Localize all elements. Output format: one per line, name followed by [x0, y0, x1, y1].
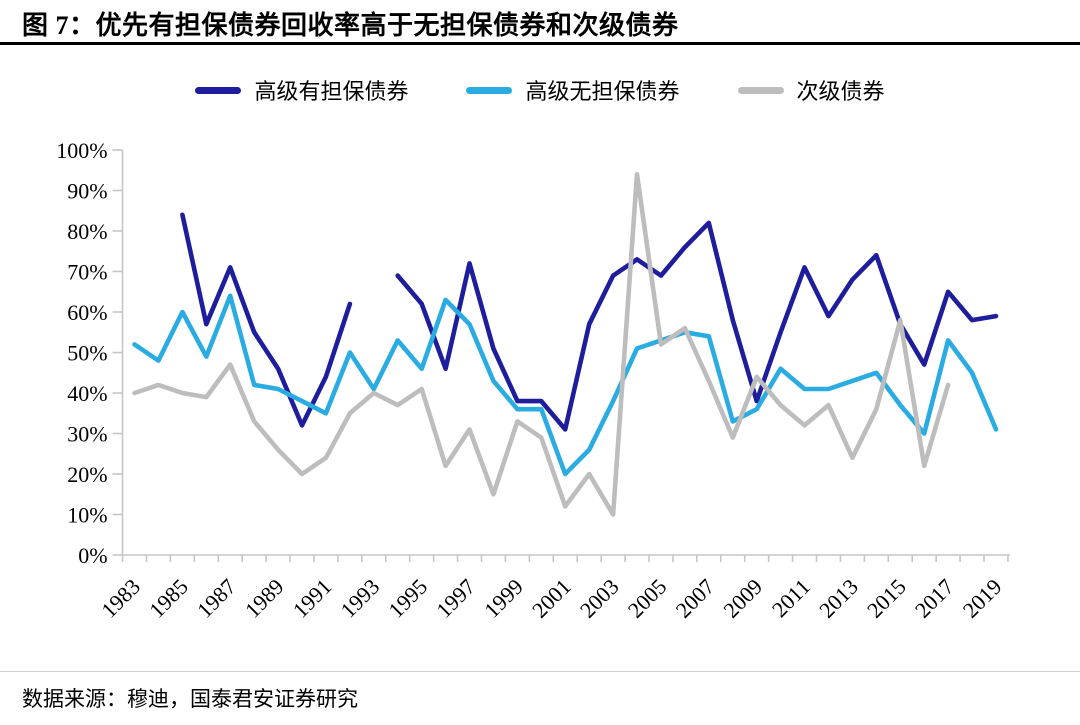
x-axis-tick-label: 2003 — [575, 574, 624, 623]
x-axis-tick-label: 2011 — [767, 574, 815, 622]
x-axis-tick-label: 2007 — [671, 574, 720, 623]
x-axis-tick-label: 2015 — [862, 574, 911, 623]
x-axis-tick-label: 1987 — [192, 574, 241, 623]
x-axis-tick-label: 2019 — [958, 574, 1007, 623]
series-line-2 — [132, 172, 951, 517]
x-axis-tick-label: 2001 — [527, 574, 576, 623]
y-axis-tick-label: 40% — [67, 381, 107, 406]
x-axis-tick-label: 2009 — [718, 574, 767, 623]
legend-swatch-icon — [737, 86, 784, 94]
line-chart: 0%10%20%30%40%50%60%70%80%90%100%1983 198… — [56, 138, 1010, 623]
legend-swatch-icon — [466, 86, 513, 94]
x-axis-tick-label: 1997 — [431, 574, 480, 623]
legend-label: 次级债券 — [796, 79, 885, 104]
x-axis-tick-label: 2017 — [910, 574, 959, 623]
y-axis-tick-label: 70% — [67, 260, 107, 285]
y-axis-tick-label: 100% — [56, 138, 107, 163]
x-axis-tick-label: 2005 — [623, 574, 672, 623]
y-axis-tick-label: 20% — [67, 462, 107, 487]
legend-swatch-icon — [195, 86, 242, 94]
y-axis-tick-label: 0% — [78, 543, 107, 568]
x-axis-tick-label: 1999 — [479, 574, 528, 623]
title-rule — [0, 42, 1080, 45]
y-axis-tick-label: 30% — [67, 422, 107, 447]
x-axis-tick-label: 1993 — [336, 574, 385, 623]
data-source: 数据来源：穆迪，国泰君安证券研究 — [22, 687, 358, 711]
legend-item-1: 高级无担保债券 — [466, 74, 680, 106]
x-axis-tick-label: 2013 — [814, 574, 863, 623]
x-axis-tick-label: 1991 — [288, 574, 337, 623]
x-axis-tick-label: 1983 — [96, 574, 145, 623]
y-axis-tick-label: 60% — [67, 300, 107, 325]
y-axis-tick-label: 10% — [67, 503, 107, 528]
y-axis-tick-label: 80% — [67, 219, 107, 244]
footer-rule — [0, 671, 1080, 672]
figure-title: 图 7：优先有担保债券回收率高于无担保债券和次级债券 — [22, 11, 679, 40]
legend-label: 高级有担保债券 — [254, 79, 409, 104]
series-line-0 — [180, 212, 999, 432]
x-axis-tick-label: 1995 — [383, 574, 432, 623]
chart-legend: 高级有担保债券 高级无担保债券 次级债券 — [0, 74, 1080, 106]
x-axis-tick-label: 1985 — [144, 574, 193, 623]
y-axis-tick-label: 90% — [67, 179, 107, 204]
x-axis-tick-label: 1989 — [240, 574, 289, 623]
legend-item-2: 次级债券 — [737, 74, 885, 106]
y-axis-tick-label: 50% — [67, 341, 107, 366]
legend-item-0: 高级有担保债券 — [195, 74, 408, 106]
legend-label: 高级无担保债券 — [525, 79, 680, 104]
series-line-1 — [132, 293, 999, 477]
